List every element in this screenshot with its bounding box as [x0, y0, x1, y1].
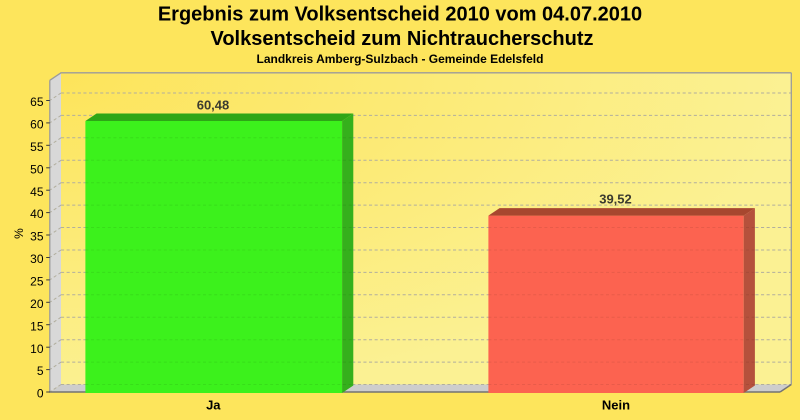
svg-text:Volksentscheid zum Nichtrauche: Volksentscheid zum Nichtraucherschutz: [210, 28, 593, 50]
svg-text:10: 10: [30, 342, 44, 356]
svg-text:20: 20: [30, 297, 44, 311]
svg-text:40: 40: [30, 207, 44, 221]
svg-text:50: 50: [30, 162, 44, 176]
svg-text:55: 55: [30, 140, 44, 154]
svg-text:35: 35: [30, 230, 44, 244]
svg-text:15: 15: [30, 319, 44, 333]
svg-text:%: %: [12, 228, 26, 239]
svg-text:Landkreis Amberg-Sulzbach - Ge: Landkreis Amberg-Sulzbach - Gemeinde Ede…: [257, 52, 544, 66]
svg-text:25: 25: [30, 275, 44, 289]
svg-text:Ergebnis zum Volksentscheid 20: Ergebnis zum Volksentscheid 2010 vom 04.…: [158, 4, 642, 26]
svg-text:65: 65: [30, 95, 44, 109]
svg-text:0: 0: [37, 387, 44, 401]
svg-text:39,52: 39,52: [599, 192, 632, 207]
svg-text:30: 30: [30, 252, 44, 266]
svg-text:5: 5: [37, 364, 44, 378]
svg-text:Ja: Ja: [206, 397, 221, 412]
svg-text:60: 60: [30, 118, 44, 132]
svg-text:Nein: Nein: [602, 397, 630, 412]
svg-text:45: 45: [30, 185, 44, 199]
svg-text:60,48: 60,48: [197, 98, 230, 113]
